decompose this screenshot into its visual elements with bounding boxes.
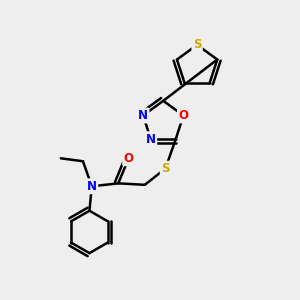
Text: N: N xyxy=(138,109,148,122)
Text: N: N xyxy=(87,180,97,193)
Text: O: O xyxy=(124,152,134,165)
Text: S: S xyxy=(193,38,201,51)
Text: O: O xyxy=(178,109,188,122)
Text: N: N xyxy=(146,133,156,146)
Text: S: S xyxy=(161,162,170,175)
